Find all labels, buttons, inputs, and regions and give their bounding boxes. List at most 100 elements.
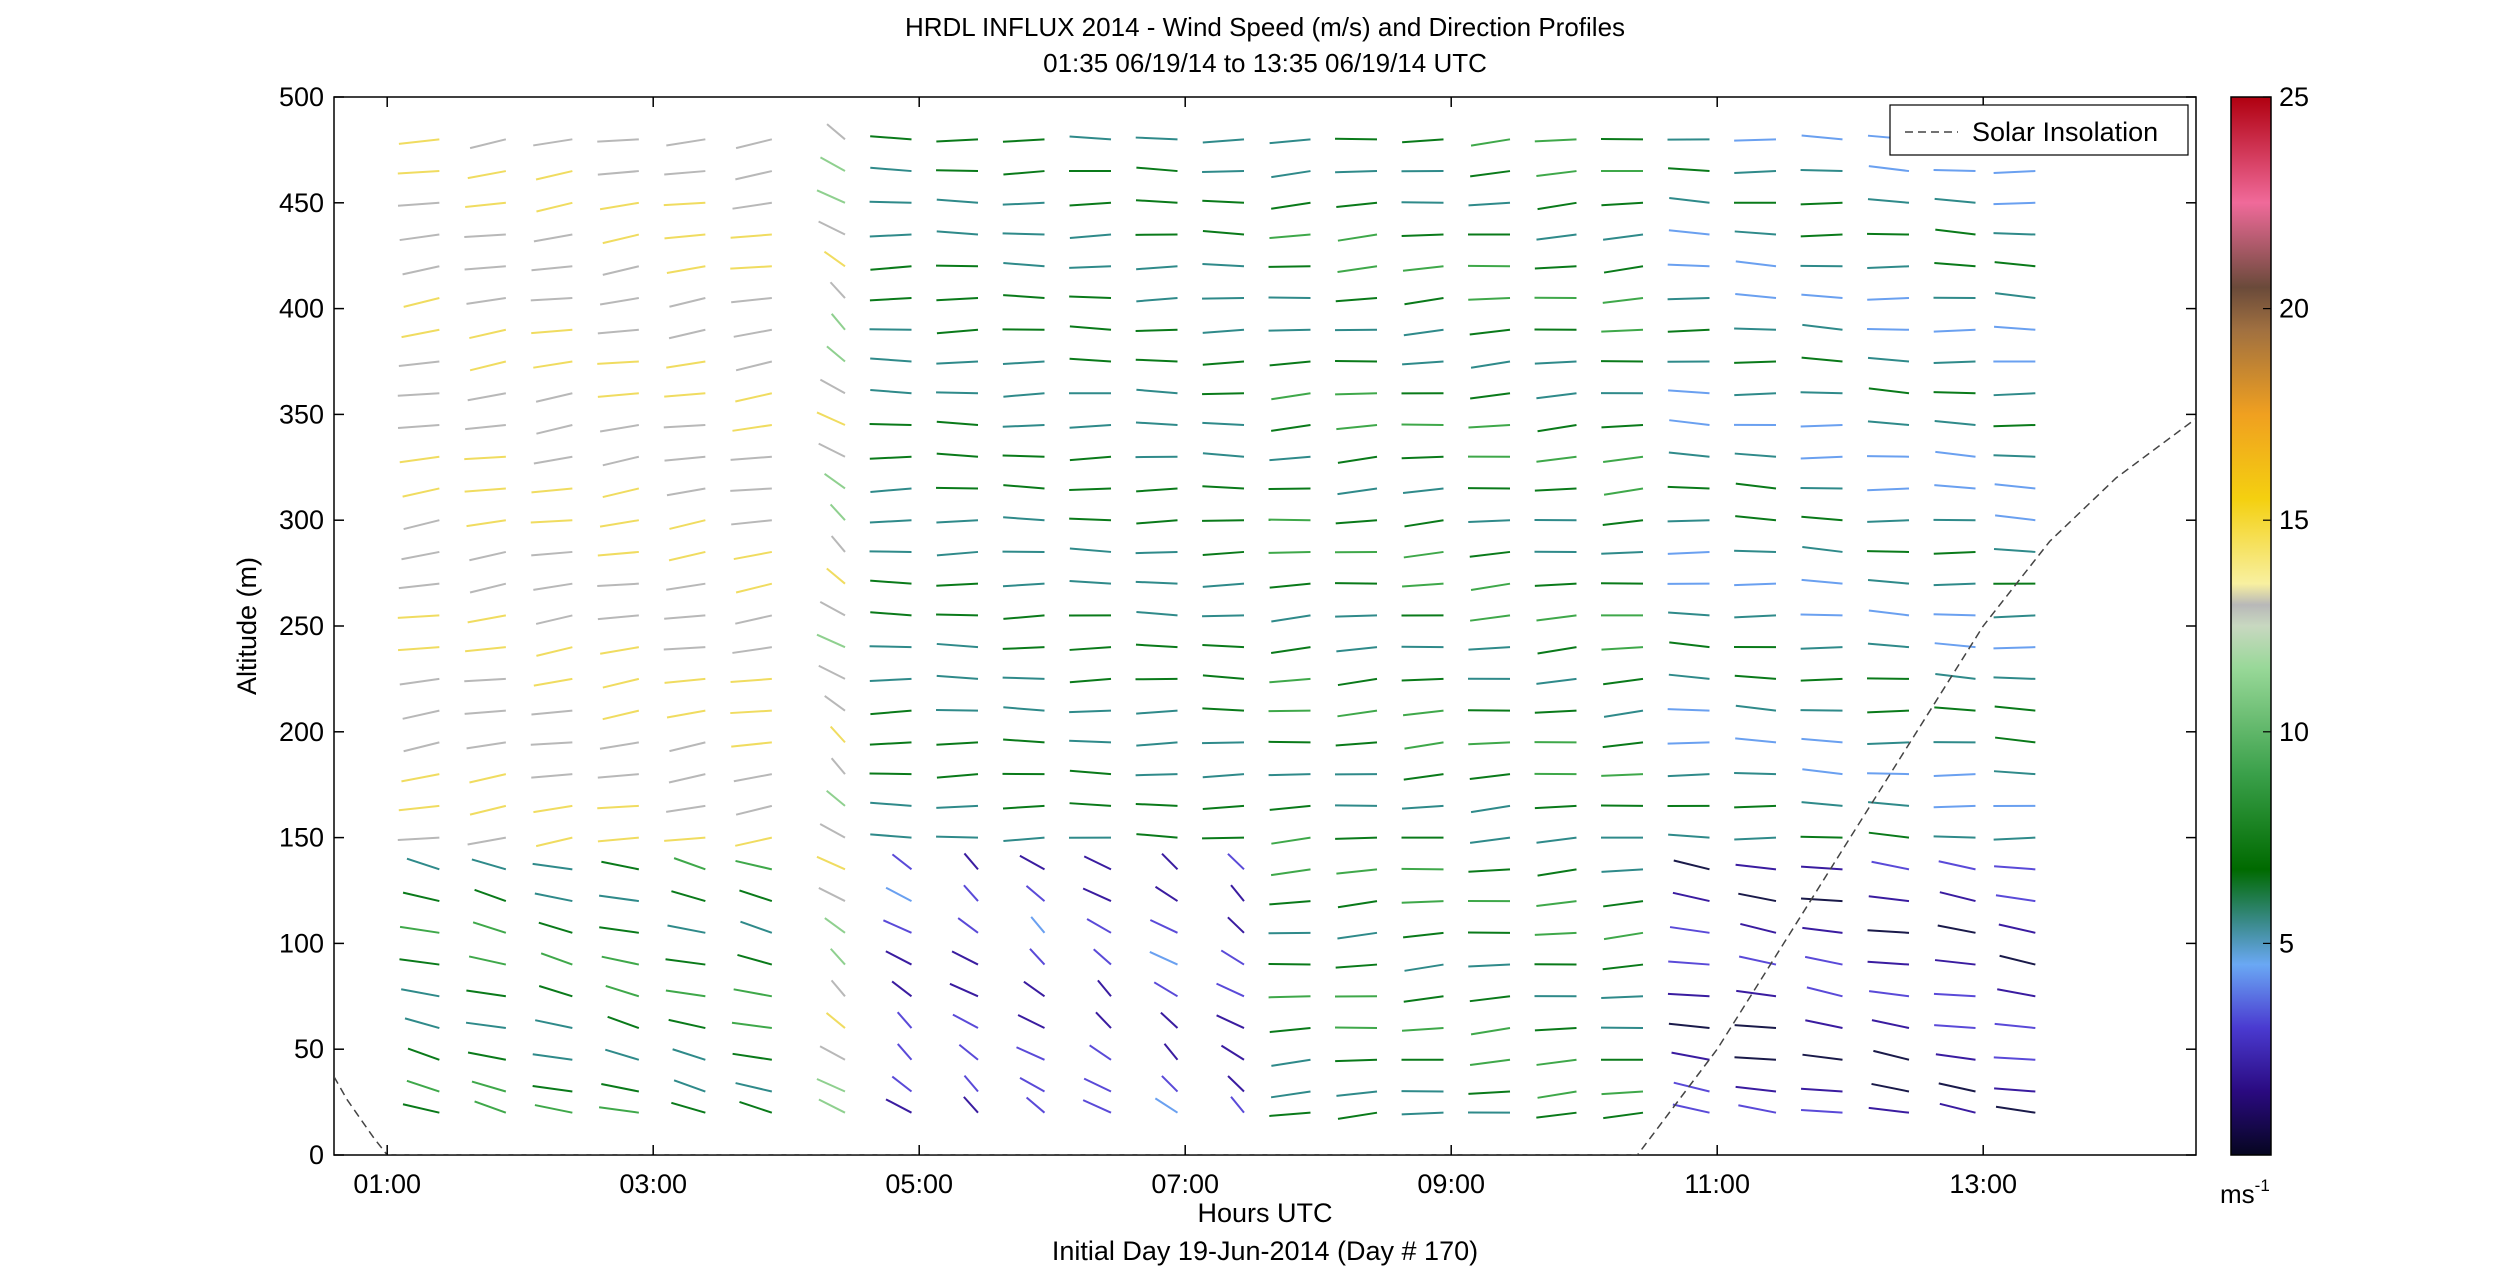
wind-barb	[1469, 1058, 1511, 1066]
wind-barb	[1995, 894, 2036, 903]
wind-barb	[602, 677, 640, 689]
wind-barb	[598, 1106, 639, 1114]
wind-barb	[1202, 421, 1245, 426]
wind-barb	[1220, 949, 1245, 966]
wind-barb	[1337, 677, 1378, 687]
wind-barb	[1801, 801, 1843, 807]
wind-barb	[1271, 170, 1311, 179]
wind-barb	[1934, 197, 1976, 204]
wind-barb	[402, 891, 440, 903]
wind-barb	[1270, 646, 1311, 654]
wind-barb	[666, 360, 706, 369]
chart-subtitle: 01:35 06/19/14 to 13:35 06/19/14 UTC	[1043, 48, 1487, 78]
wind-barb	[1536, 1058, 1577, 1066]
wind-barb	[936, 138, 979, 143]
wind-barb	[1993, 676, 2036, 680]
wind-barb	[1401, 804, 1444, 810]
wind-barb	[1271, 201, 1311, 210]
wind-barb	[464, 455, 506, 461]
wind-barb	[1868, 165, 1910, 173]
wind-barb	[467, 392, 507, 402]
wind-barb	[1994, 483, 2036, 490]
wind-barb	[1536, 392, 1577, 400]
wind-barb	[1025, 1096, 1046, 1114]
wind-barb	[1268, 487, 1311, 491]
wind-barb	[885, 1098, 912, 1114]
wind-barb	[1734, 327, 1777, 331]
wind-barb	[1735, 260, 1777, 268]
legend-label: Solar Insolation	[1972, 117, 2158, 147]
wind-barb	[936, 519, 979, 524]
wind-barb	[1800, 1087, 1843, 1093]
wind-barb	[1335, 804, 1378, 807]
wind-barb	[1534, 265, 1577, 270]
wind-barb	[1161, 1075, 1179, 1093]
wind-barb	[1002, 676, 1045, 680]
wind-barb	[1016, 1046, 1045, 1061]
wind-barb	[891, 980, 913, 998]
wind-barb	[466, 297, 506, 305]
wind-barb	[1734, 836, 1777, 841]
wind-barb	[1667, 708, 1710, 712]
wind-barb	[1993, 423, 2036, 428]
wind-barb	[936, 804, 979, 809]
wind-barb	[669, 297, 706, 308]
wind-barb	[1668, 1022, 1710, 1030]
wind-barb	[1935, 228, 1976, 236]
wind-barb	[936, 550, 979, 557]
wind-barb	[735, 804, 773, 816]
wind-barb	[1871, 1082, 1910, 1093]
wind-barb	[533, 360, 573, 369]
wind-barb	[818, 442, 846, 458]
wind-barb	[1202, 550, 1245, 557]
wind-barb	[533, 582, 573, 591]
wind-barb	[531, 487, 573, 494]
wind-barb	[664, 614, 706, 620]
wind-barb	[1868, 990, 1910, 998]
wind-barb	[1802, 926, 1843, 934]
wind-barb	[1867, 198, 1910, 204]
wind-barb	[1149, 951, 1178, 966]
wind-barb	[666, 709, 706, 719]
wind-barb	[936, 709, 979, 712]
wind-barb	[1933, 169, 1976, 173]
colorbar-unit: ms-1	[2220, 1176, 2270, 1209]
wind-barb	[469, 804, 507, 816]
wind-barb	[1735, 704, 1777, 712]
wind-barb	[1069, 739, 1112, 744]
wind-barb	[668, 1018, 706, 1030]
wind-barb	[870, 833, 912, 839]
wind-barb	[1668, 167, 1710, 173]
wind-barb	[1603, 900, 1644, 908]
wind-barb	[735, 859, 773, 871]
wind-barb	[599, 926, 639, 934]
wind-barb	[896, 1043, 913, 1061]
wind-barb	[1601, 201, 1644, 207]
wind-barb	[1019, 854, 1045, 871]
wind-barb	[399, 233, 440, 242]
wind-barb	[1867, 741, 1910, 746]
wind-barb	[1800, 1109, 1843, 1114]
wind-barb	[1536, 455, 1577, 463]
wind-barb	[1336, 1090, 1378, 1097]
wind-barb	[870, 709, 912, 716]
wind-barb	[1403, 550, 1444, 559]
wind-barb	[1468, 741, 1511, 746]
wind-barb	[1002, 582, 1045, 588]
wind-barb	[870, 487, 912, 493]
wind-barb	[1227, 1075, 1245, 1093]
wind-barb	[1933, 582, 1976, 587]
wind-barb	[1734, 452, 1777, 458]
wind-barb	[1017, 1014, 1045, 1029]
wind-barb	[1404, 963, 1444, 972]
wind-barb	[399, 677, 440, 686]
wind-barb	[1335, 519, 1378, 525]
wind-barb	[599, 423, 640, 433]
wind-barb	[668, 550, 706, 562]
wind-barb	[1867, 709, 1910, 714]
wind-barb	[1536, 677, 1577, 685]
wind-barb	[597, 773, 639, 779]
wind-barb	[1468, 297, 1511, 301]
wind-barb	[958, 1043, 979, 1061]
wind-barb	[597, 836, 639, 843]
